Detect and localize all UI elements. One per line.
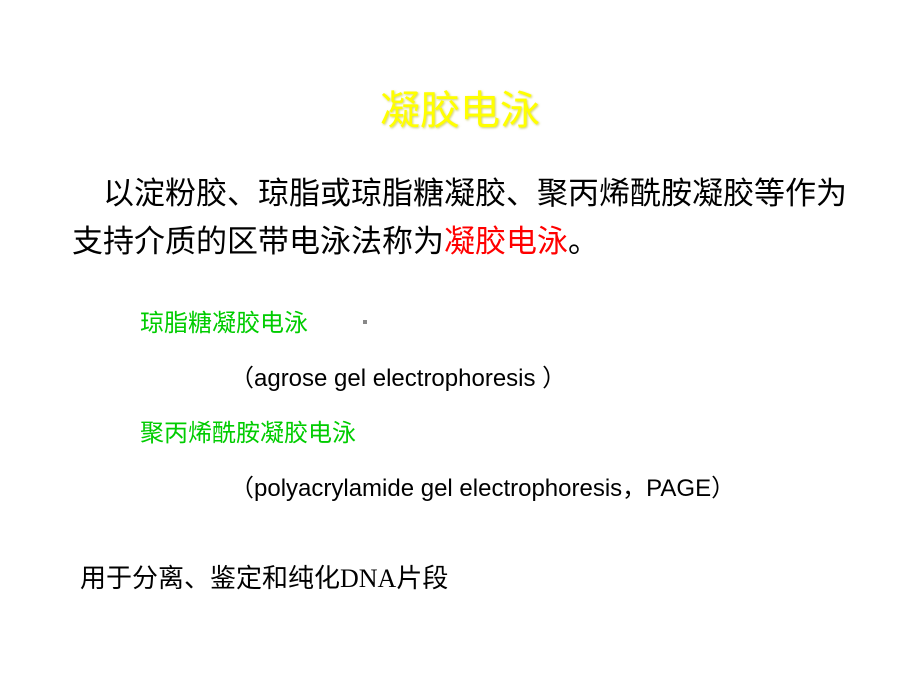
body-suffix: 。 xyxy=(568,224,599,259)
body-highlight: 凝胶电泳 xyxy=(444,224,568,259)
footer-text: 用于分离、鉴定和纯化DNA片段 xyxy=(80,558,448,595)
dot-icon xyxy=(363,320,367,324)
body-paragraph: 以淀粉胶、琼脂或琼脂糖凝胶、聚丙烯酰胺凝胶等作为支持介质的区带电泳法称为凝胶电泳… xyxy=(72,170,862,266)
subitem-2-en: （polyacrylamide gel electrophoresis，PAGE… xyxy=(230,468,735,503)
subitem-2-cn: 聚丙烯酰胺凝胶电泳 xyxy=(140,413,356,448)
slide-container: 凝胶电泳 以淀粉胶、琼脂或琼脂糖凝胶、聚丙烯酰胺凝胶等作为支持介质的区带电泳法称… xyxy=(0,0,920,690)
slide-title: 凝胶电泳 xyxy=(0,78,920,136)
subitem-1-cn: 琼脂糖凝胶电泳 xyxy=(140,303,308,338)
subitem-1-en: （agrose gel electrophoresis ） xyxy=(230,358,566,393)
